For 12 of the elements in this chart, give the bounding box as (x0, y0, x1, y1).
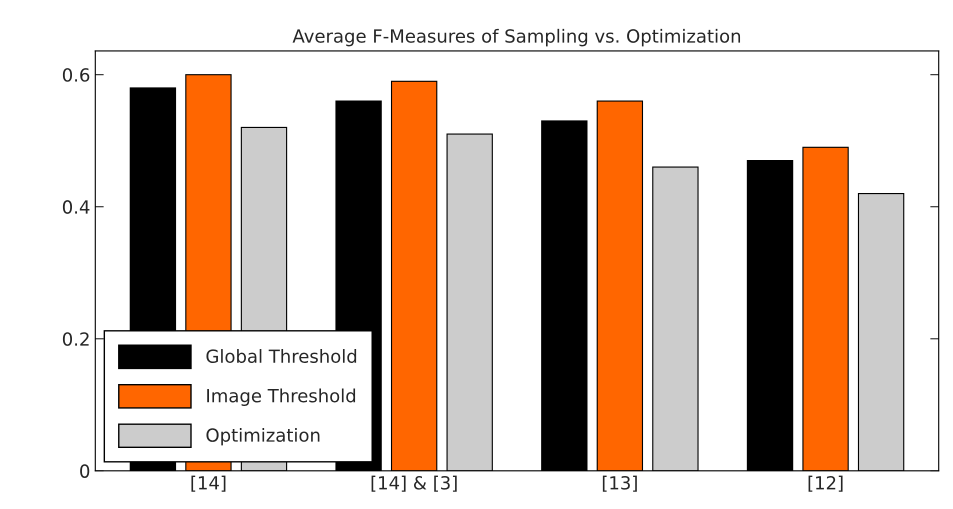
x-tick-label: [14] & [3] (372, 476, 457, 492)
legend-label: Image Threshold (207, 388, 356, 406)
chart-title: Average F-Measures of Sampling vs. Optimization (292, 28, 740, 46)
x-tick-label: [12] (808, 476, 843, 492)
y-tick-label: 0 (80, 464, 90, 478)
y-tick-label: 0.2 (62, 332, 89, 346)
y-tick-label: 0.6 (62, 68, 90, 82)
legend-label: Global Threshold (206, 349, 356, 364)
legend-label: Optimization (206, 428, 320, 446)
x-tick-label: [14] (191, 476, 226, 492)
y-tick-label: 0.4 (62, 200, 90, 214)
x-tick-label: [13] (602, 476, 637, 492)
